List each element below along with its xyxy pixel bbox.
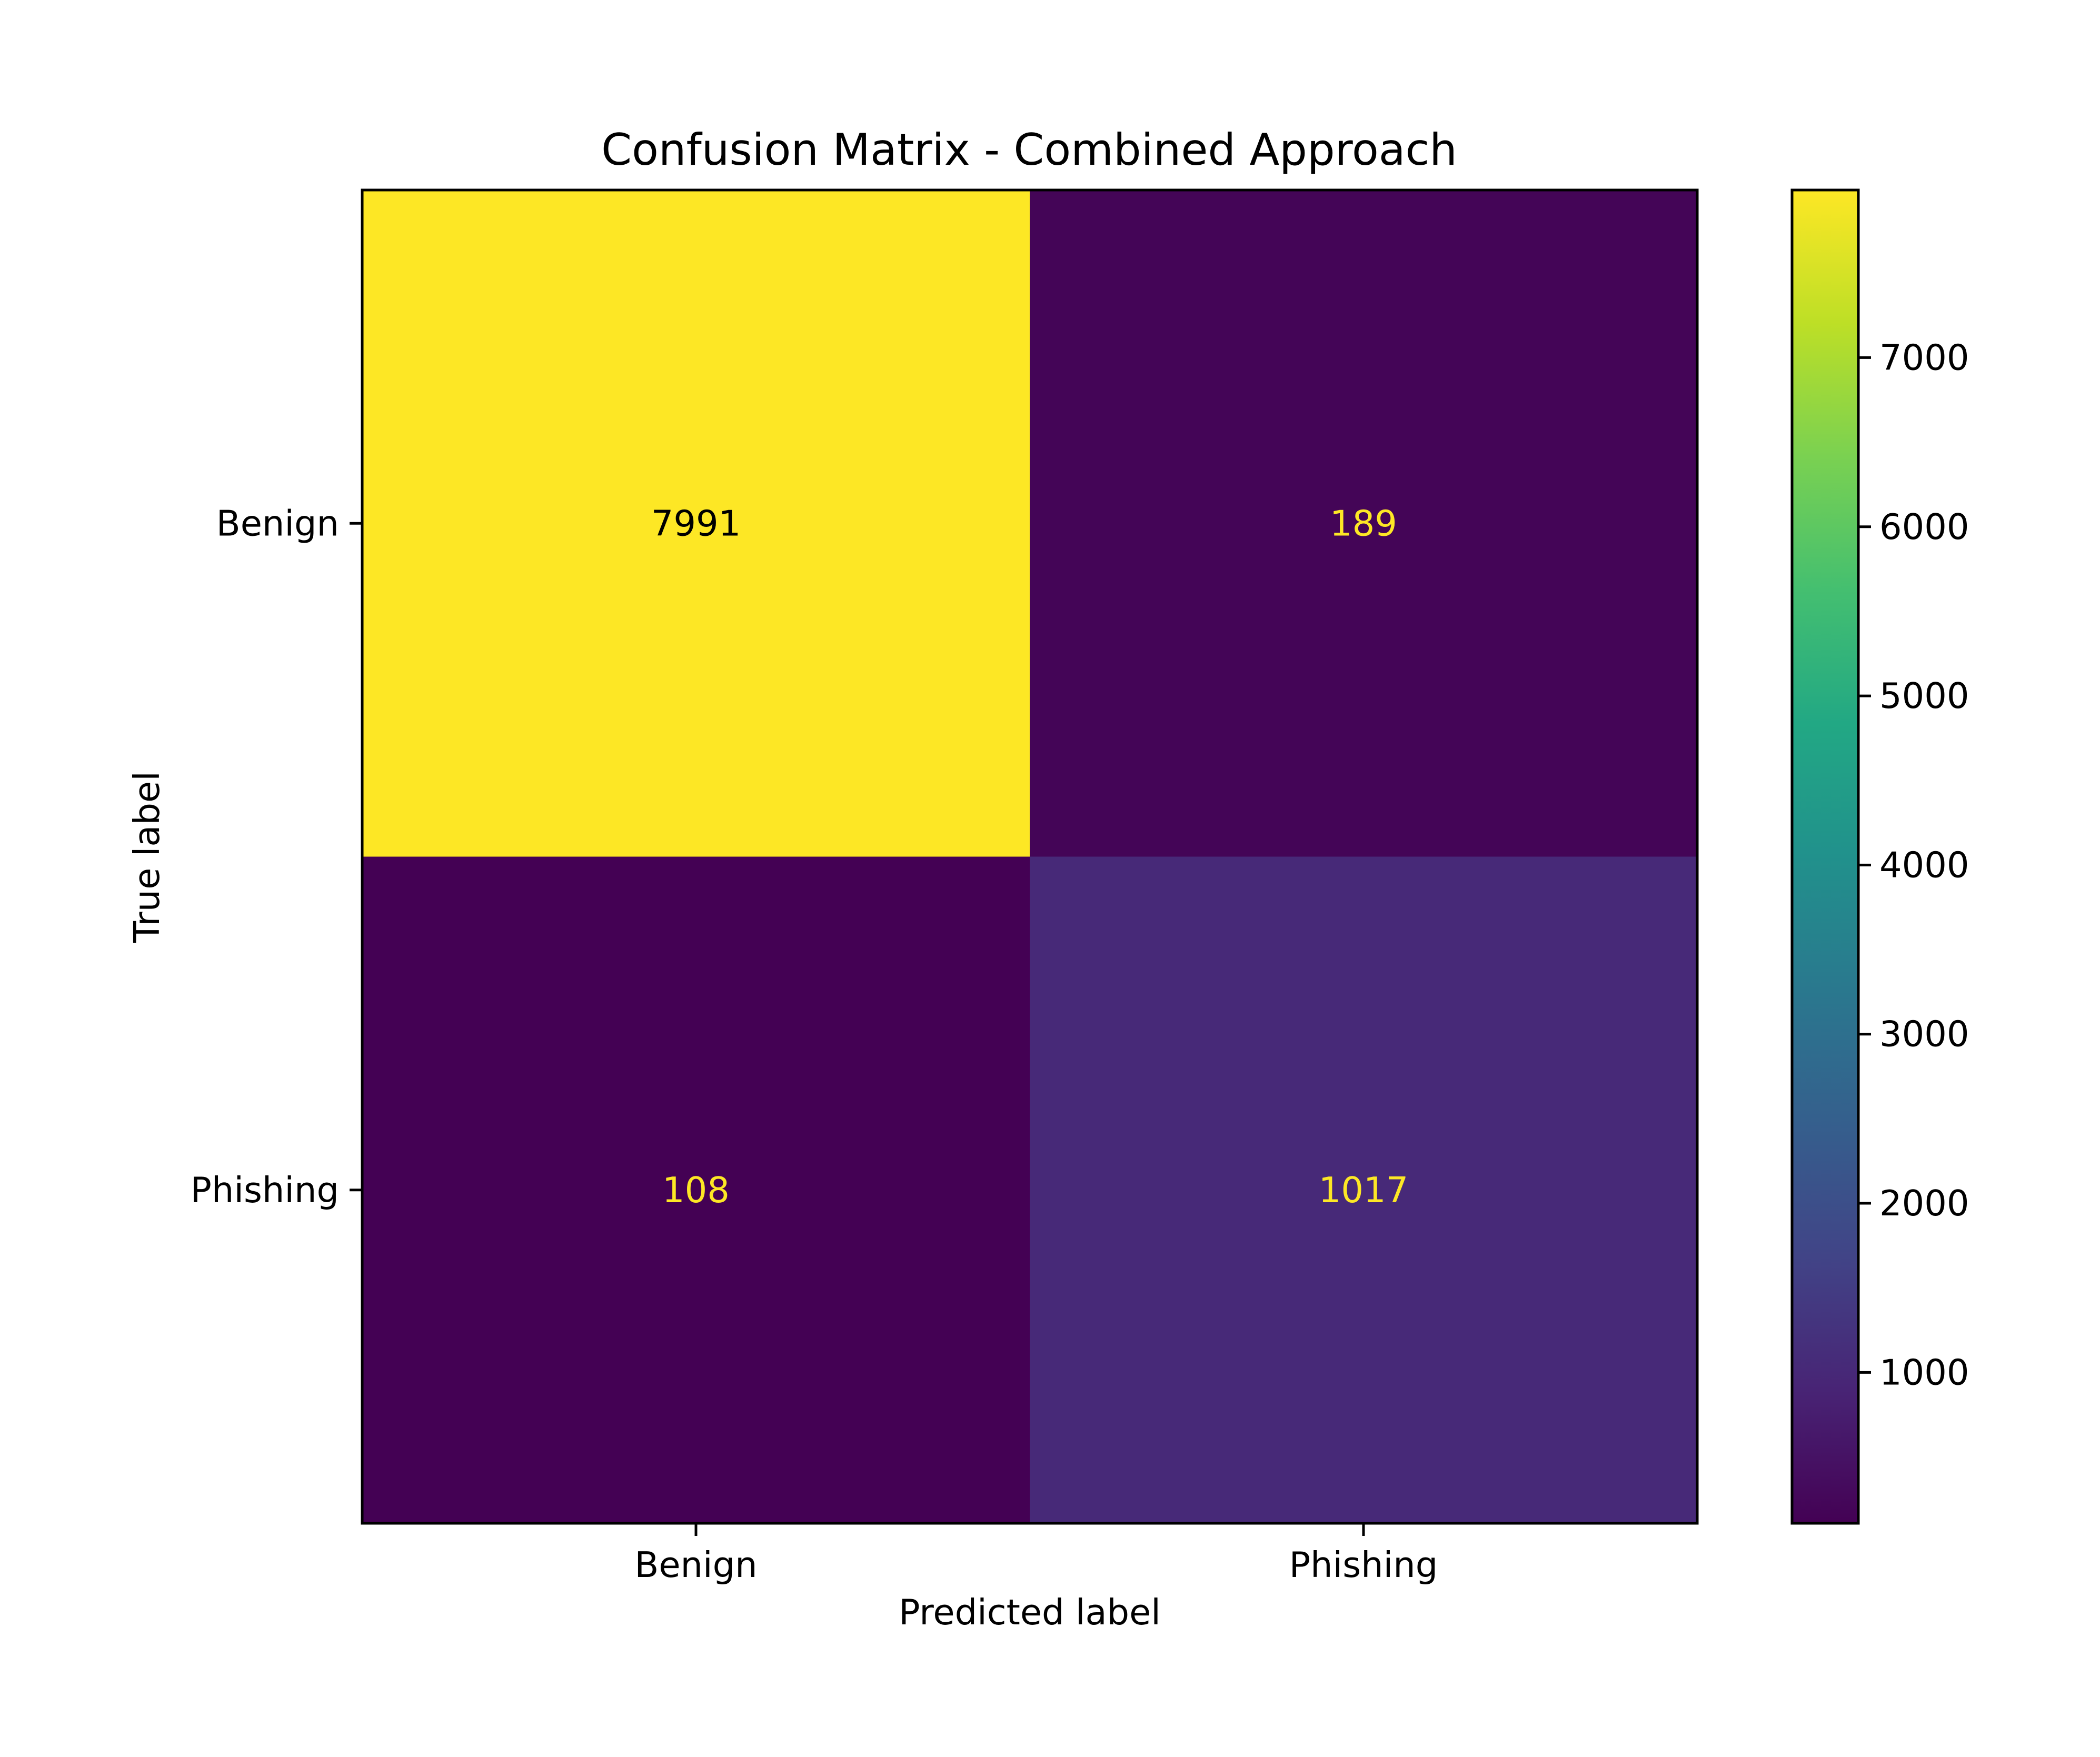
chart-title: Confusion Matrix - Combined Approach: [601, 124, 1457, 175]
plot-frame: [361, 188, 1699, 1525]
colorbar-tick-label: 1000: [1879, 1352, 1969, 1393]
y-axis-label: True label: [126, 771, 167, 943]
colorbar-tick-label: 2000: [1879, 1183, 1969, 1224]
heatmap-cells: [362, 190, 1698, 1524]
heatmap-cell: [1030, 190, 1698, 857]
cell-value-label: 1017: [1319, 1170, 1409, 1211]
x-axis-ticks: Benign Phishing: [634, 1523, 1438, 1585]
heatmap-cell: [1030, 856, 1698, 1524]
cell-value-label: 189: [1330, 503, 1397, 544]
colorbar-tick-label: 5000: [1879, 675, 1969, 716]
y-axis-ticks: Benign Phishing: [191, 503, 362, 1211]
colorbar-tick-label: 4000: [1879, 844, 1969, 885]
colorbar: [1792, 190, 1858, 1523]
colorbar-tick-label: 7000: [1879, 337, 1969, 378]
heatmap-cell: [362, 190, 1030, 857]
x-axis-label: Predicted label: [899, 1592, 1161, 1633]
cell-value-label: 108: [662, 1170, 730, 1211]
colorbar-frame: [1790, 188, 1860, 1525]
y-tick-label: Benign: [216, 503, 339, 544]
colorbar-tick-label: 3000: [1879, 1014, 1969, 1055]
cell-value-labels: 7991 189 108 1017: [651, 503, 1409, 1211]
x-tick-label: Phishing: [1289, 1544, 1438, 1585]
x-tick-label: Benign: [634, 1544, 757, 1585]
cell-value-label: 7991: [651, 503, 741, 544]
y-tick-label: Phishing: [191, 1170, 339, 1211]
colorbar-tick-label: 6000: [1879, 506, 1969, 547]
heatmap-cell: [362, 856, 1030, 1524]
colorbar-ticks: 1000 2000 3000 4000 5000 6000 7000: [1858, 337, 1969, 1393]
